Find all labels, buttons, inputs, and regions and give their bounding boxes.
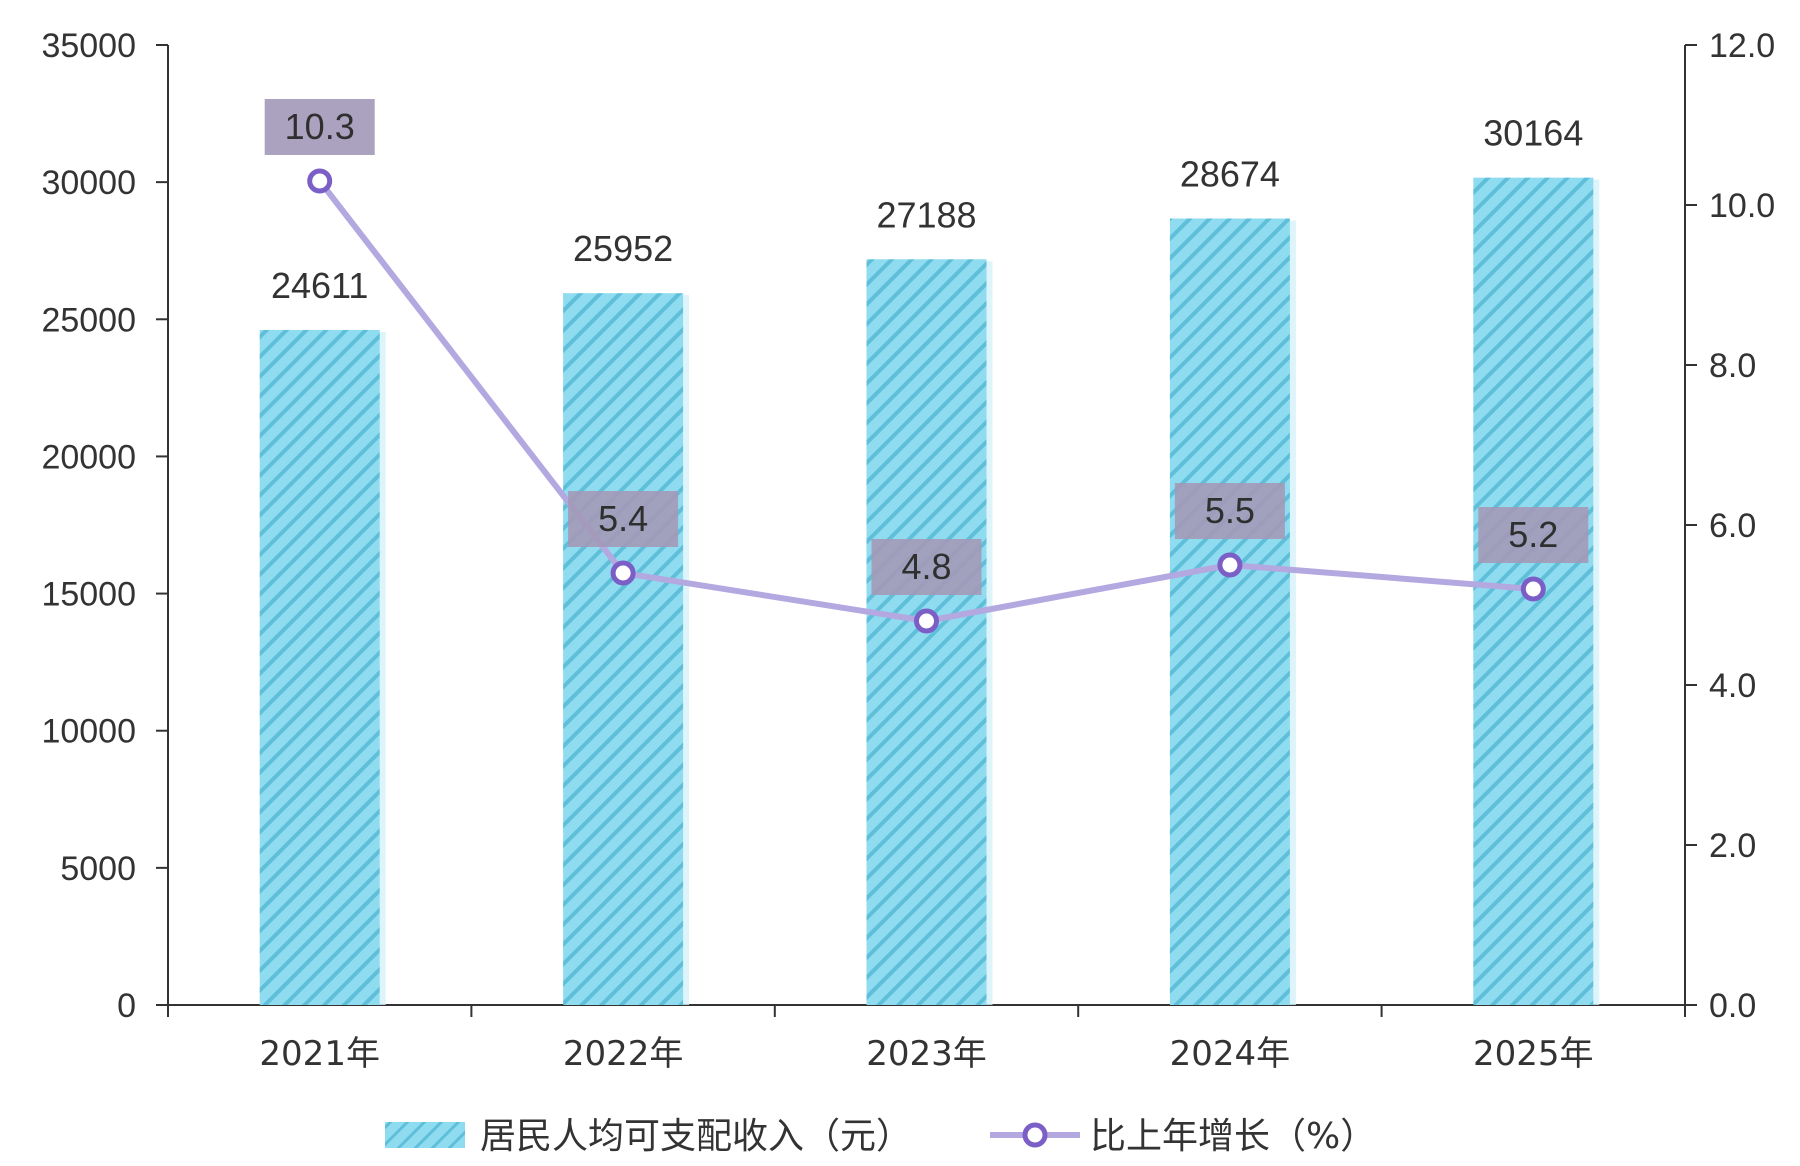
income-bar: [259, 329, 380, 1005]
legend-bar-swatch: [385, 1122, 465, 1148]
line-layer: [307, 168, 1546, 634]
growth-value-label: 5.2: [1508, 514, 1558, 555]
y-right-tick-label: 4.0: [1709, 667, 1756, 705]
legend: 居民人均可支配收入（元） 比上年增长（%）: [385, 1116, 1376, 1157]
legend-bar-label: 居民人均可支配收入（元）: [480, 1116, 912, 1157]
labels-layer: 24611 25952 27188 28674 30164 10.3 5.4 4.8 5.5 5.…: [264, 99, 1589, 595]
bar-value-label: 27188: [876, 194, 976, 235]
growth-value-label: 10.3: [285, 106, 355, 147]
bar-value-label: 30164: [1483, 113, 1583, 154]
growth-label-box: [264, 99, 375, 155]
income-bar: [563, 293, 684, 1005]
x-category-label: 2022年: [563, 1034, 684, 1074]
x-category-label: 2025年: [1473, 1034, 1594, 1074]
growth-point: [914, 608, 939, 634]
x-category-label: 2021年: [259, 1034, 380, 1074]
y-left-tick-label: 35000: [41, 27, 136, 65]
x-category-label: 2023年: [866, 1034, 987, 1074]
growth-value-label: 5.4: [598, 498, 648, 539]
growth-point: [610, 560, 636, 586]
y-right-tick-label: 6.0: [1709, 507, 1756, 545]
bar-value-label: 28674: [1180, 154, 1280, 195]
growth-label-box: [1478, 507, 1589, 563]
growth-label-box: [871, 539, 982, 595]
growth-point: [1217, 552, 1243, 578]
growth-value-label: 4.8: [901, 546, 951, 587]
y-right-tick-label: 8.0: [1709, 347, 1756, 385]
bars-layer: [259, 177, 1600, 1006]
axes-layer: 0 5000 10000 15000 20000 25000 30000 35000 0.0 2.…: [41, 27, 1775, 1074]
y-left-tick-label: 5000: [60, 850, 136, 888]
y-right-tick-label: 10.0: [1709, 187, 1775, 225]
y-left-tick-label: 30000: [41, 164, 136, 202]
bar-value-label: 25952: [573, 228, 673, 269]
y-right-tick-label: 0.0: [1709, 987, 1756, 1025]
growth-point: [307, 168, 333, 194]
y-left-tick-label: 10000: [41, 713, 136, 751]
growth-label-box: [568, 491, 679, 547]
y-right-tick-label: 2.0: [1709, 827, 1756, 865]
legend-line-label: 比上年增长（%）: [1090, 1116, 1376, 1157]
legend-line-marker: [1022, 1122, 1048, 1148]
growth-value-label: 5.5: [1205, 490, 1255, 531]
y-left-tick-label: 20000: [41, 438, 136, 476]
x-category-label: 2024年: [1170, 1034, 1291, 1074]
income-bar: [1169, 218, 1290, 1006]
y-right-tick-label: 12.0: [1709, 27, 1775, 65]
y-left-tick-label: 0: [117, 987, 136, 1025]
growth-point: [1520, 576, 1546, 602]
y-left-tick-label: 25000: [41, 301, 136, 339]
bar-value-label: 24611: [271, 265, 368, 306]
y-left-tick-label: 15000: [41, 576, 136, 614]
growth-label-box: [1174, 483, 1285, 539]
